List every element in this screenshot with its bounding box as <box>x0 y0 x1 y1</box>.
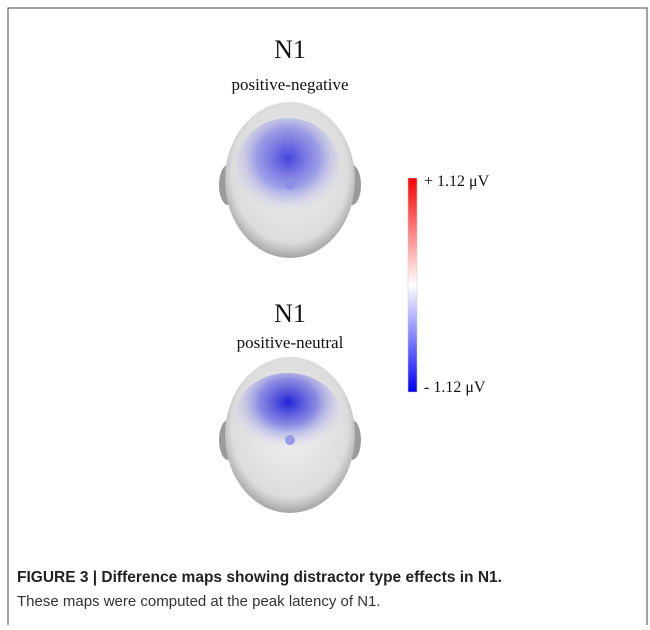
colorbar-scale <box>407 177 418 393</box>
panel: N1 positive-negative <box>219 35 361 258</box>
panel: N1 positive-neutral <box>219 299 361 513</box>
panel-subtitle: positive-negative <box>231 75 348 94</box>
head-map <box>219 102 361 258</box>
panel-title: N1 <box>274 35 306 64</box>
caption-text: These maps were computed at the peak lat… <box>17 593 381 610</box>
frame <box>7 7 648 625</box>
colorbar-min-label: - 1.12 μV <box>424 379 486 396</box>
colorbar: + 1.12 μV - 1.12 μV <box>407 173 490 396</box>
head-map <box>219 357 361 513</box>
panel-title: N1 <box>274 299 306 328</box>
colorbar-max-label: + 1.12 μV <box>424 173 490 190</box>
caption-label: FIGURE 3 | Difference maps showing distr… <box>17 569 502 586</box>
panel-subtitle: positive-neutral <box>237 333 344 352</box>
